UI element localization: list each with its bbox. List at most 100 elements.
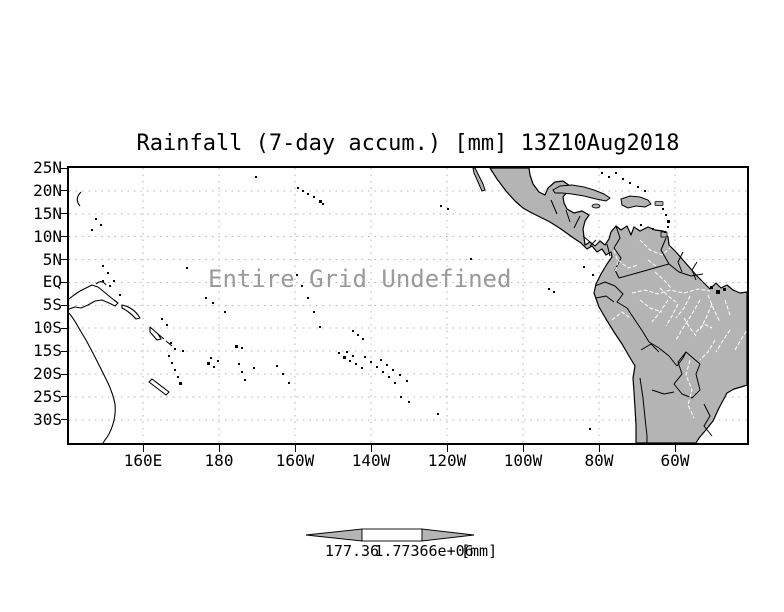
- lat-tick: [61, 304, 69, 306]
- river: [699, 339, 716, 361]
- lat-tick: [61, 167, 69, 169]
- river: [665, 303, 679, 327]
- island-speck: [100, 224, 102, 226]
- island-speck: [107, 272, 109, 274]
- river: [675, 295, 691, 319]
- island-speck: [182, 350, 184, 352]
- island-hispaniola: [620, 195, 652, 209]
- country-border: [613, 225, 622, 279]
- island-speck: [615, 172, 617, 174]
- country-border: [703, 403, 713, 437]
- lon-tick: [522, 445, 524, 452]
- island-speck: [392, 369, 394, 371]
- island-speck: [400, 396, 402, 398]
- lon-tick: [370, 445, 372, 452]
- island-speck: [170, 342, 172, 344]
- island-speck: [437, 413, 439, 415]
- lon-label: 60W: [660, 451, 690, 470]
- island-speck: [589, 428, 591, 430]
- lon-label: 80W: [584, 451, 614, 470]
- country-border: [676, 351, 687, 367]
- river: [647, 259, 657, 267]
- island-speck: [174, 369, 176, 371]
- lat-label: 20S: [33, 364, 62, 383]
- lon-tick: [142, 445, 144, 452]
- country-border: [651, 389, 675, 395]
- river: [683, 317, 697, 337]
- island-speck: [362, 338, 364, 340]
- island-speck: [288, 382, 290, 384]
- island-speck: [302, 190, 304, 192]
- country-border: [589, 239, 597, 247]
- coast-outline: [149, 326, 162, 341]
- island-speck: [217, 360, 219, 362]
- lat-tick: [61, 259, 69, 260]
- island-speck: [95, 218, 97, 220]
- country-border: [550, 199, 558, 215]
- country-border: [594, 281, 616, 287]
- lon-label: 100W: [503, 451, 543, 470]
- island-speck: [553, 291, 555, 293]
- river: [613, 249, 619, 273]
- island-speck: [386, 364, 388, 366]
- country-border: [668, 263, 704, 277]
- island-speck: [109, 285, 111, 287]
- island-speck: [113, 280, 115, 282]
- island-speck: [296, 274, 298, 276]
- island-speck: [161, 318, 163, 320]
- island-speck: [352, 355, 354, 357]
- island-speck: [213, 366, 215, 368]
- island-speck: [380, 359, 382, 361]
- island-speck: [313, 311, 315, 313]
- island-speck: [640, 224, 642, 226]
- river: [675, 299, 701, 341]
- map-svg: [69, 168, 747, 443]
- island-speck: [352, 330, 354, 332]
- country-border: [677, 251, 684, 273]
- river: [724, 299, 731, 316]
- island-puerto-rico: [654, 201, 664, 206]
- island-speck: [388, 376, 390, 378]
- island-speck: [349, 360, 351, 362]
- country-border: [673, 351, 701, 399]
- island-speck: [447, 208, 449, 210]
- island-cuba: [552, 184, 611, 202]
- island-speck: [205, 297, 207, 299]
- country-border: [565, 209, 571, 223]
- island-speck: [629, 182, 631, 184]
- island-speck: [370, 361, 372, 363]
- coast-outline: [95, 281, 107, 286]
- lat-label: 20N: [33, 180, 62, 200]
- landmass-americas: [489, 168, 747, 443]
- lat-label: 30S: [33, 409, 62, 429]
- island-speck: [637, 186, 639, 188]
- lat-label: 15S: [33, 341, 62, 361]
- colorbar-right-label: 1.77366e+06: [374, 542, 474, 560]
- lat-label: 10S: [33, 318, 62, 338]
- island-speck: [186, 267, 188, 269]
- colorbar-right-arrow: [421, 528, 475, 542]
- river: [695, 323, 713, 333]
- island-speck: [665, 214, 667, 216]
- island-speck: [394, 382, 396, 384]
- island-speck: [644, 190, 646, 192]
- island-speck: [716, 290, 720, 294]
- lat-label: 5S: [42, 295, 62, 315]
- island-speck: [662, 208, 664, 210]
- country-border: [640, 343, 660, 353]
- island-speck: [319, 326, 321, 328]
- island-speck: [253, 367, 255, 369]
- lat-label: 5N: [42, 249, 62, 269]
- coast-outline: [69, 312, 116, 443]
- lat-tick: [61, 419, 69, 421]
- lon-label: 120W: [427, 451, 467, 470]
- island-speck: [382, 371, 384, 373]
- river: [734, 329, 747, 351]
- lon-tick: [294, 445, 296, 452]
- lat-label: 10N: [33, 226, 62, 246]
- island-speck: [667, 226, 669, 228]
- island-speck: [177, 376, 179, 378]
- island-speck: [307, 193, 309, 195]
- island-speck: [235, 345, 238, 348]
- island-jamaica: [591, 203, 601, 209]
